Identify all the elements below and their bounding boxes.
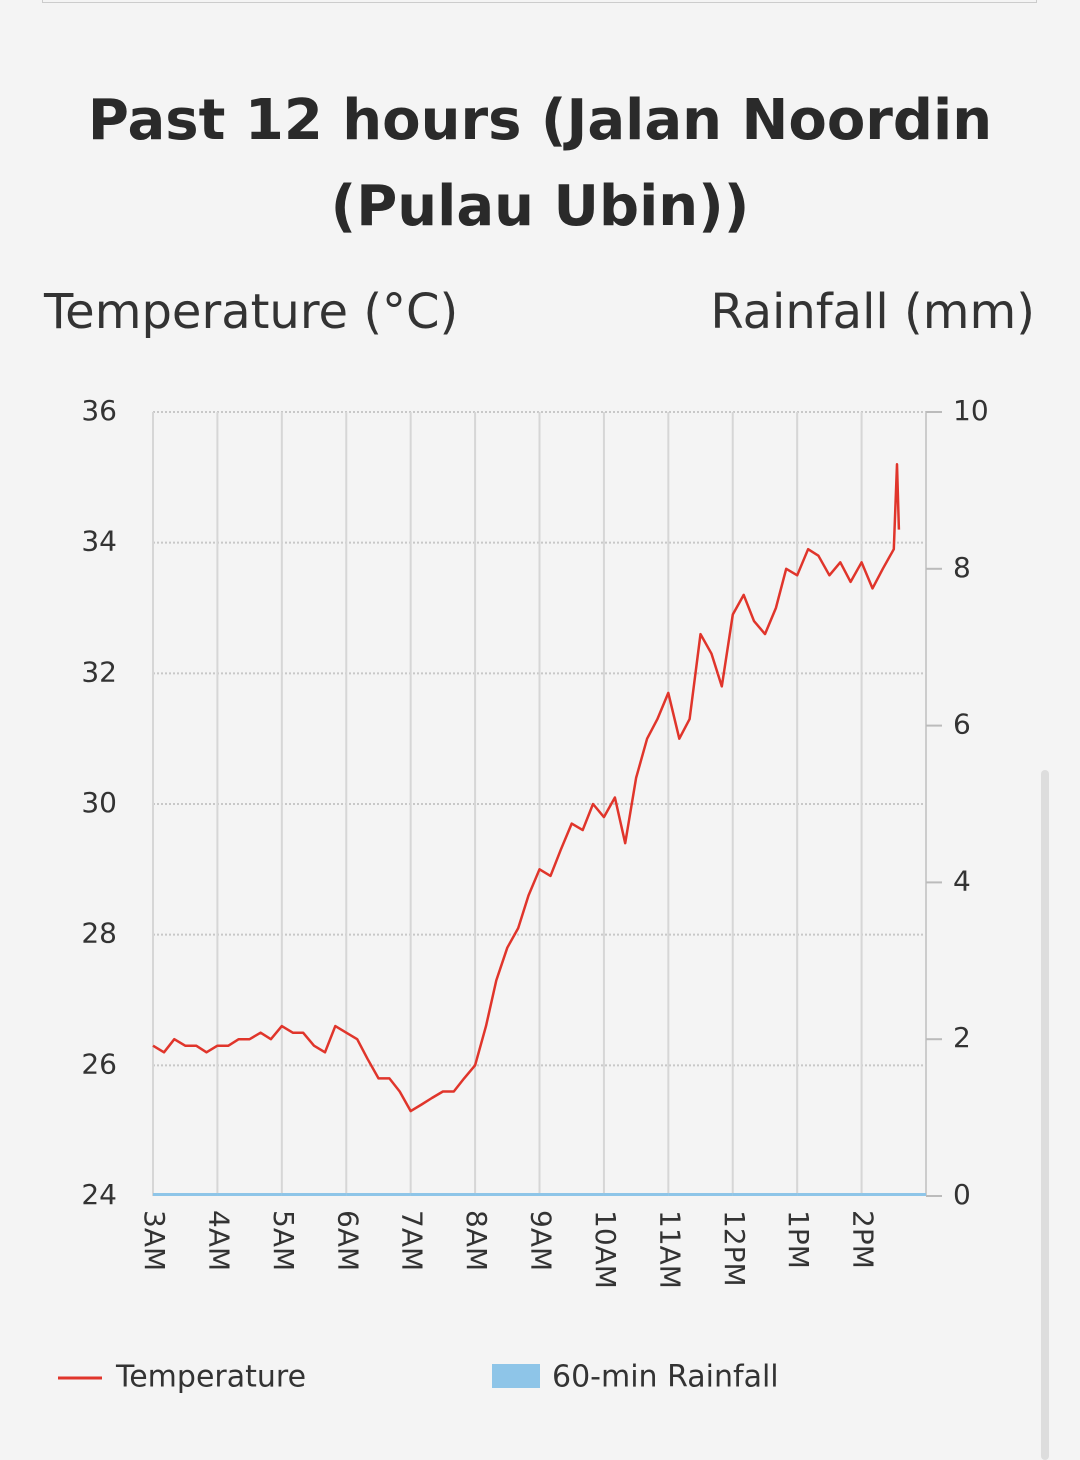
rainfall-bar: [346, 1193, 411, 1196]
rainfall-bar: [410, 1193, 476, 1196]
rainfall-bar: [153, 1193, 218, 1196]
y-tick-label: 26: [81, 1047, 117, 1080]
rainfall-bar: [475, 1193, 540, 1196]
y2-tick-label: 8: [953, 551, 971, 584]
x-tick-label: 2PM: [847, 1210, 880, 1269]
y2-tick-label: 10: [953, 394, 989, 427]
x-tick-label: 11AM: [653, 1210, 686, 1289]
x-tick-label: 3AM: [138, 1210, 171, 1271]
temperature-line: [152, 463, 901, 1113]
x-tick-label: 7AM: [396, 1210, 429, 1271]
y-tick-label: 36: [81, 394, 117, 427]
scrollbar: [1041, 770, 1049, 1460]
legend-label: Temperature: [115, 1360, 306, 1395]
legend-swatch: [492, 1364, 540, 1388]
rainfall-bar: [217, 1193, 282, 1196]
x-tick-label: 8AM: [460, 1210, 493, 1271]
y-axis-title: Temperature (°C): [43, 284, 458, 340]
chart-title: Past 12 hours (Jalan Noordin (Pulau Ubin…: [87, 88, 993, 239]
x-tick-label: 12PM: [718, 1210, 751, 1287]
rainfall-bar: [281, 1193, 347, 1196]
rainfall-bar: [539, 1193, 604, 1196]
y2-axis-title: Rainfall (mm): [710, 284, 1035, 340]
x-tick-label: 1PM: [782, 1210, 815, 1269]
x-tick-label: 6AM: [331, 1210, 364, 1271]
y2-tick-label: 4: [953, 864, 971, 897]
y-tick-label: 34: [81, 525, 117, 558]
rainfall-bar: [861, 1193, 926, 1196]
y2-tick-label: 2: [953, 1021, 971, 1054]
x-tick-label: 10AM: [589, 1210, 622, 1289]
top-border: [42, 0, 1037, 3]
y-tick-label: 30: [81, 786, 117, 819]
x-tick-label: 9AM: [525, 1210, 558, 1271]
rainfall-bar: [603, 1193, 669, 1196]
y-tick-label: 24: [81, 1178, 117, 1211]
y-tick-label: 28: [81, 917, 117, 950]
legend-label: 60-min Rainfall: [552, 1360, 779, 1395]
y2-tick-label: 0: [953, 1178, 971, 1211]
rainfall-bar: [797, 1193, 862, 1196]
x-tick-label: 4AM: [202, 1210, 235, 1271]
y2-tick-label: 6: [953, 708, 971, 741]
y-tick-label: 32: [81, 655, 117, 688]
x-tick-label: 5AM: [267, 1210, 300, 1271]
rainfall-bar: [732, 1193, 798, 1196]
rainfall-bar: [668, 1193, 733, 1196]
